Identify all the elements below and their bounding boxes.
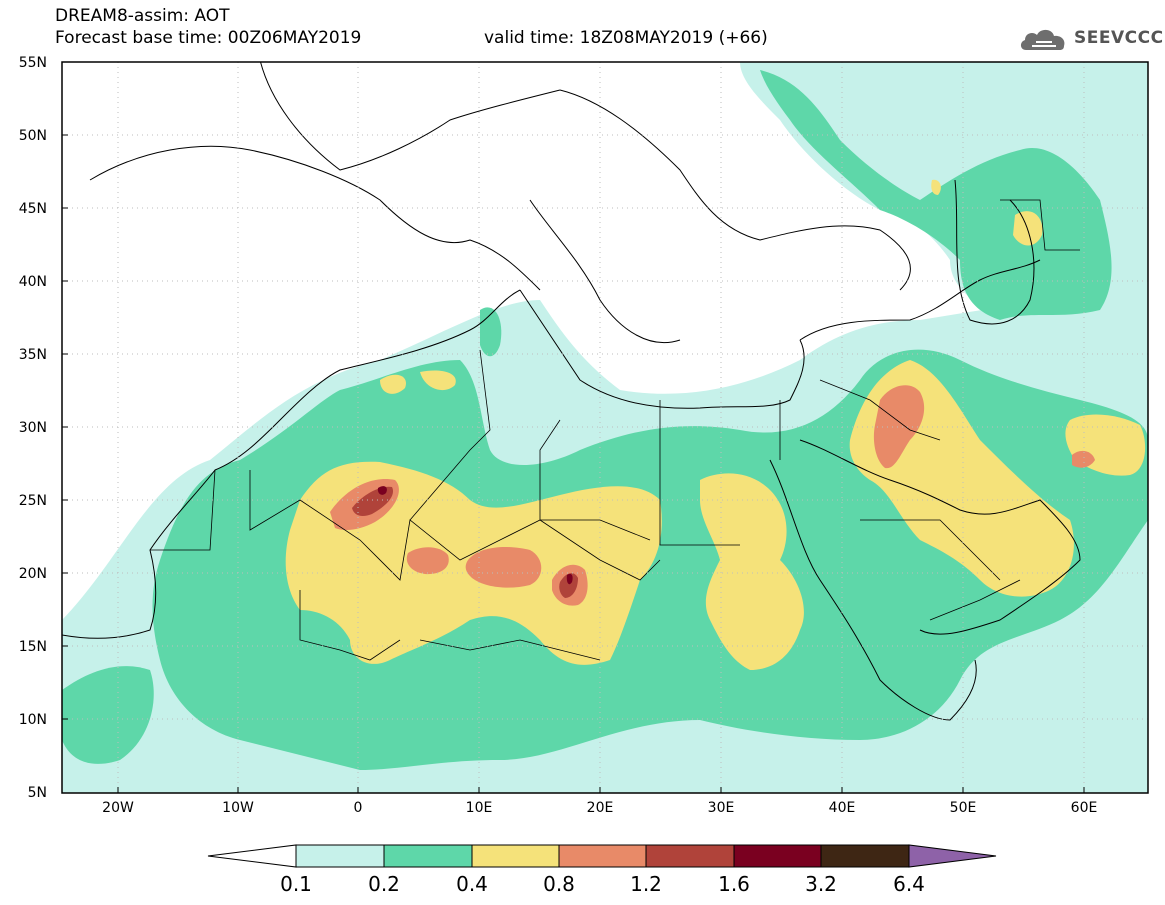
colorbar-label-0.2: 0.2 [368,872,400,896]
lat-label-25n: 25N [18,493,47,509]
lon-label-20w: 20W [102,800,134,816]
lat-label-40n: 40N [18,274,47,290]
lon-label-60e: 60E [1070,800,1098,816]
lat-label-35n: 35N [18,347,47,363]
lon-label-40e: 40E [828,800,856,816]
colorbar-swatch-3.2 [820,844,910,868]
colorbar-over-arrow [908,844,997,868]
axis-ticks [62,61,1085,793]
colorbar-label-3.2: 3.2 [805,872,837,896]
map-title: DREAM8-assim: AOT [55,6,230,26]
colorbar [207,844,997,868]
lon-label-20e: 20E [586,800,614,816]
valid-time: valid time: 18Z08MAY2019 (+66) [484,28,768,48]
colorbar-swatch-0.1 [295,844,385,868]
forecast-base-time: Forecast base time: 00Z06MAY2019 [55,28,362,48]
lon-label-0: 0 [353,800,363,816]
colorbar-swatch-0.8 [558,844,647,868]
lat-label-10n: 10N [18,712,47,728]
lat-label-55n: 55N [18,55,47,71]
colorbar-swatch-0.2 [383,844,473,868]
lon-label-10w: 10W [222,800,254,816]
country-borders [150,199,1080,661]
colorbar-label-0.8: 0.8 [543,872,575,896]
aot-band-1.6 [377,486,573,585]
lat-label-45n: 45N [18,201,47,217]
lon-label-50e: 50E [949,800,977,816]
lat-label-20n: 20N [18,566,47,582]
colorbar-label-6.4: 6.4 [893,872,925,896]
colorbar-label-0.4: 0.4 [456,872,488,896]
colorbar-swatch-1.2 [645,844,735,868]
lat-label-15n: 15N [18,639,47,655]
lat-label-30n: 30N [18,420,47,436]
lat-label-50n: 50N [18,128,47,144]
lon-label-10e: 10E [465,800,493,816]
coastlines [62,62,1081,721]
seevccc-logo: SEEVCCC [1018,22,1163,56]
logo-text: SEEVCCC [1074,28,1164,48]
colorbar-swatch-0.4 [471,844,560,868]
colorbar-under-arrow [207,844,297,868]
colorbar-label-1.6: 1.6 [718,872,750,896]
colorbar-swatch-1.6 [733,844,822,868]
lon-label-30e: 30E [707,800,735,816]
cloud-icon [1020,29,1065,50]
colorbar-label-0.1: 0.1 [280,872,312,896]
gridlines [62,62,1148,793]
colorbar-label-1.2: 1.2 [630,872,662,896]
lat-label-5n: 5N [27,785,47,801]
aot-field [62,62,1148,793]
